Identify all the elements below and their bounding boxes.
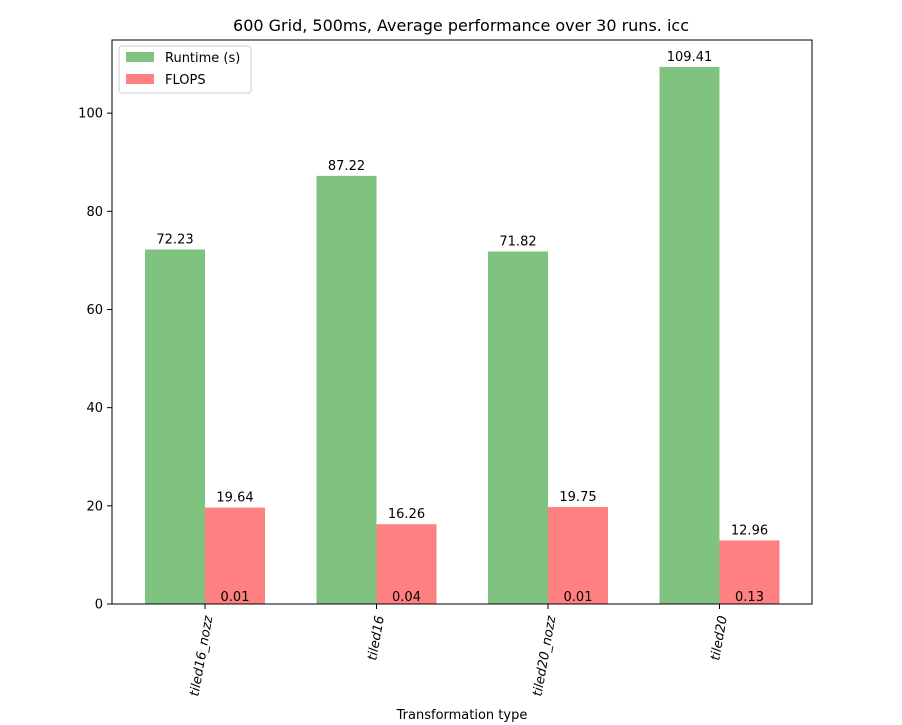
x-tick-label-tiled20-nozz: tiled20_nozz [530, 614, 559, 698]
x-axis-label: Transformation type [396, 708, 528, 723]
bar-runtime-s-tiled16 [316, 175, 377, 605]
legend: Runtime (s) FLOPS [118, 45, 252, 94]
annotation-label-tiled16-nozz: 0.01 [221, 590, 250, 605]
legend-label-flops: FLOPS [165, 73, 206, 88]
bar-flops-tiled20-nozz [548, 507, 608, 604]
bar-flops-tiled16 [376, 524, 437, 604]
data-label-runtime-s-tiled20: 109.41 [667, 50, 713, 65]
legend-swatch-flops [126, 74, 154, 84]
chart-title: 600 Grid, 500ms, Average performance ove… [233, 16, 689, 35]
x-axis: tiled16_nozz tiled16 tiled20_nozz tiled20 [187, 604, 731, 698]
plot-area-frame [111, 39, 813, 605]
annotation-label-tiled20-nozz: 0.01 [564, 590, 593, 605]
annotation-label-tiled16: 0.04 [392, 590, 421, 605]
bar-runtime-s-tiled20-nozz [488, 251, 548, 604]
data-label-runtime-s-tiled16-nozz: 72.23 [156, 232, 193, 247]
data-label-runtime-s-tiled16: 87.22 [328, 159, 365, 174]
data-label-flops-tiled16-nozz: 19.64 [216, 491, 253, 506]
y-tick-label-20: 20 [86, 499, 103, 514]
y-axis: 0 20 40 60 80 100 [78, 107, 112, 613]
bar-runtime-s-tiled20 [659, 66, 720, 604]
bars-layer [145, 66, 780, 605]
annotation-labels-layer: 0.01 0.04 0.01 0.13 [221, 590, 764, 605]
y-tick-label-40: 40 [86, 401, 103, 416]
x-tick-label-tiled16-nozz: tiled16_nozz [187, 614, 216, 698]
y-tick-label-60: 60 [86, 303, 103, 318]
data-label-runtime-s-tiled20-nozz: 71.82 [499, 234, 536, 249]
legend-label-runtime: Runtime (s) [165, 51, 240, 66]
legend-swatch-runtime [126, 52, 154, 62]
data-label-flops-tiled16: 16.26 [388, 507, 425, 522]
bar-runtime-s-tiled16-nozz [145, 249, 205, 604]
data-label-flops-tiled20-nozz: 19.75 [559, 490, 596, 505]
bar-flops-tiled20 [719, 540, 780, 604]
y-tick-label-100: 100 [78, 107, 103, 122]
annotation-label-tiled20: 0.13 [735, 590, 764, 605]
x-tick-label-tiled16: tiled16 [365, 615, 388, 662]
x-tick-label-tiled20: tiled20 [708, 615, 731, 662]
y-tick-label-80: 80 [86, 205, 103, 220]
data-label-flops-tiled20: 12.96 [731, 523, 768, 538]
bar-flops-tiled16-nozz [205, 507, 265, 604]
data-labels-layer: 72.23 19.64 87.22 16.26 71.82 19.75 109.41 12.9… [156, 50, 768, 538]
y-tick-label-0: 0 [95, 598, 103, 613]
